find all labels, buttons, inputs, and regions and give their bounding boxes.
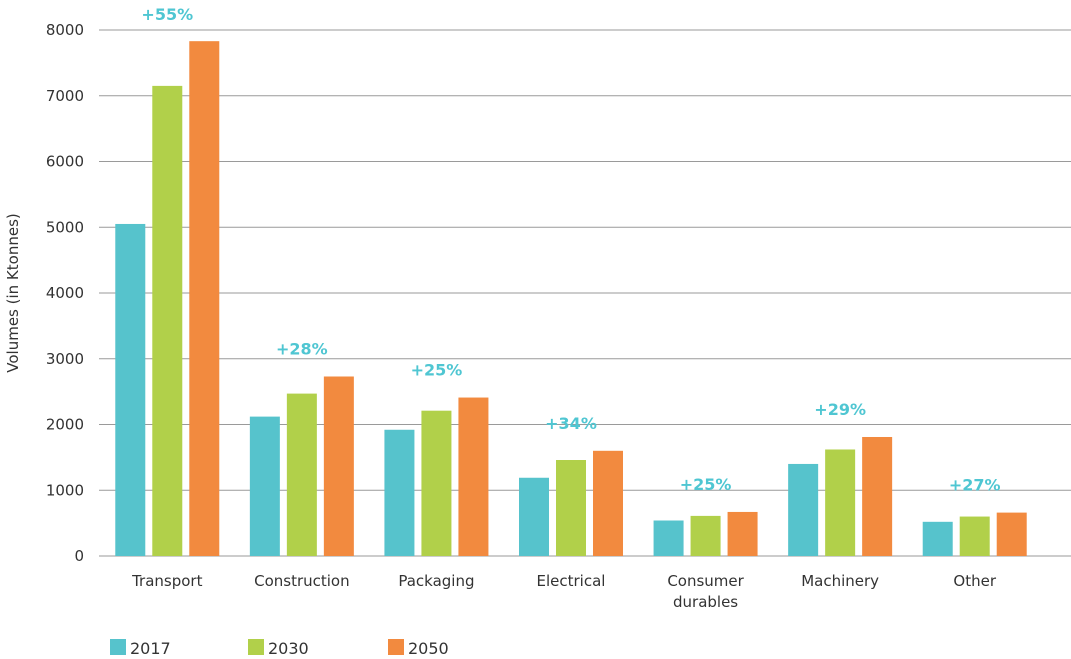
x-tick-label: Construction (254, 572, 350, 590)
bar-2050-3 (593, 450, 623, 556)
y-axis-label: Volumes (in Ktonnes) (4, 213, 22, 372)
y-tick-label: 1000 (46, 481, 84, 499)
x-axis-ticks: Transport Construction Packaging Electrical… (131, 572, 997, 611)
bar-2050-0 (189, 41, 220, 557)
y-tick-label: 2000 (46, 416, 84, 434)
y-tick-label: 0 (74, 547, 84, 565)
bar-2030-2 (421, 410, 452, 556)
x-tick-label: Consumer durables (667, 572, 744, 611)
growth-annotations: +55% +28% +25% +34% +25% +29% +27% (141, 5, 1000, 495)
y-tick-label: 5000 (46, 218, 84, 236)
legend-swatch-2030 (248, 639, 264, 655)
bar-2017-6 (922, 521, 953, 556)
y-tick-label: 3000 (46, 350, 84, 368)
bar-2017-4 (653, 520, 684, 556)
bar-2030-3 (556, 460, 586, 556)
growth-annotation: +55% (141, 5, 193, 24)
legend: 2017 2030 2050 (110, 639, 449, 658)
bar-2017-5 (788, 463, 819, 556)
legend-label-2050: 2050 (408, 639, 449, 658)
bar-2050-6 (996, 512, 1027, 556)
growth-annotation: +25% (680, 475, 732, 494)
x-tick-label: Other (953, 572, 996, 590)
bar-2050-1 (323, 376, 354, 556)
legend-swatch-2050 (388, 639, 404, 655)
bar-2030-5 (825, 449, 856, 556)
legend-label-2030: 2030 (268, 639, 309, 658)
y-axis-ticks: 0 1000 2000 3000 4000 5000 6000 7000 8000 (46, 21, 84, 565)
bar-2030-6 (959, 516, 990, 556)
y-tick-label: 7000 (46, 87, 84, 105)
bar-2017-1 (249, 416, 280, 556)
growth-annotation: +28% (276, 340, 328, 359)
x-tick-label: Electrical (537, 572, 606, 590)
legend-label-2017: 2017 (130, 639, 171, 658)
bar-2030-4 (690, 515, 721, 556)
bar-2017-0 (115, 223, 146, 556)
bar-2017-2 (384, 429, 415, 556)
y-tick-label: 6000 (46, 153, 84, 171)
bar-2050-5 (862, 436, 893, 556)
bars (115, 41, 1027, 557)
growth-annotation: +29% (814, 400, 866, 419)
bar-2017-3 (519, 477, 549, 556)
growth-annotation: +34% (545, 414, 597, 433)
x-tick-label: Transport (131, 572, 203, 590)
growth-annotation: +25% (411, 361, 463, 380)
bar-2050-2 (458, 397, 489, 556)
x-tick-label: Packaging (398, 572, 474, 590)
growth-annotation: +27% (949, 476, 1001, 495)
y-tick-label: 8000 (46, 21, 84, 39)
x-tick-label: Machinery (801, 572, 879, 590)
bar-2030-0 (152, 85, 183, 556)
bar-2030-1 (286, 393, 317, 556)
legend-swatch-2017 (110, 639, 126, 655)
y-tick-label: 4000 (46, 284, 84, 302)
bar-2050-4 (727, 511, 758, 556)
